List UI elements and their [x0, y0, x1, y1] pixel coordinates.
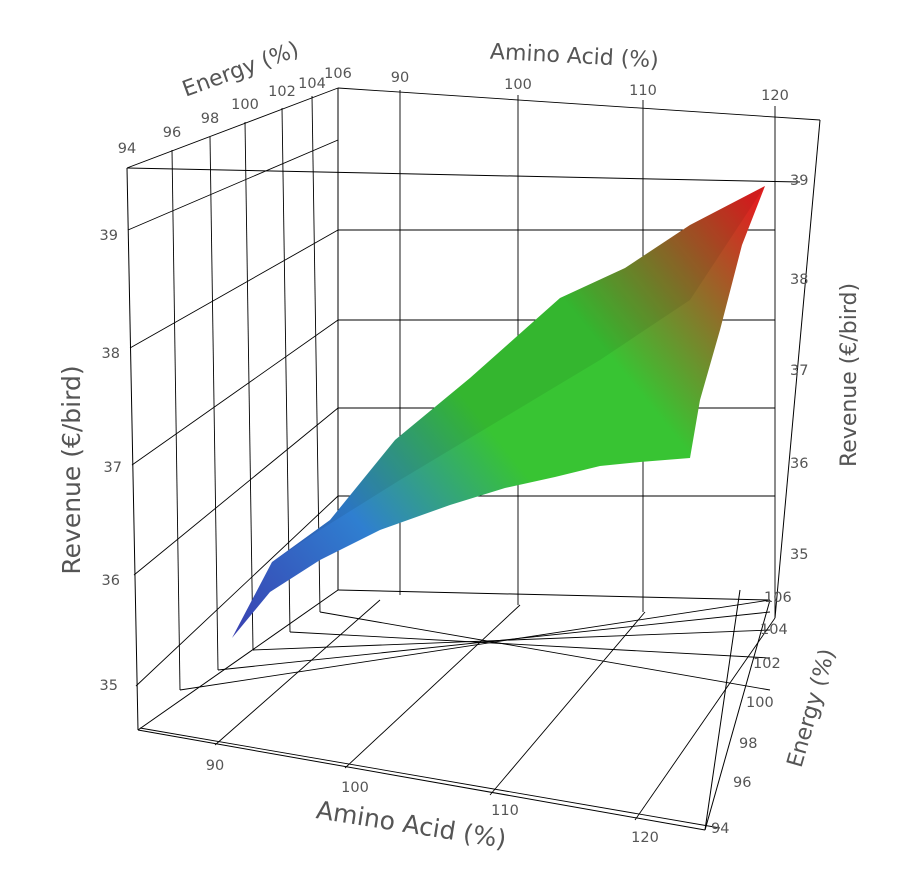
tick-labels: 35 36 37 38 39 35 36 37 38 39 90 100 110 120 90 100 110 1… [100, 66, 809, 846]
z-tick-left-0: 35 [100, 678, 118, 694]
z-tick-right-3: 38 [790, 272, 808, 288]
y-tick-right-2: 98 [739, 736, 757, 752]
x-axis-title-bottom: Amino Acid (%) [314, 795, 508, 854]
x-tick-bottom-1: 100 [341, 780, 369, 796]
z-tick-left-3: 38 [102, 346, 120, 362]
box-frame [126, 88, 821, 831]
y-tick-top-1: 96 [163, 125, 181, 141]
z-tick-left-4: 39 [100, 228, 118, 244]
y-tick-right-4: 102 [753, 656, 781, 672]
y-tick-top-2: 98 [201, 111, 219, 127]
x-tick-bottom-0: 90 [206, 758, 224, 774]
x-tick-top-0: 90 [391, 70, 409, 86]
z-axis-title-left: Revenue (€/bird) [57, 365, 86, 574]
z-tick-right-2: 37 [790, 363, 808, 379]
x-tick-top-3: 120 [761, 88, 789, 104]
y-tick-right-0: 94 [711, 821, 729, 837]
floor-grid [139, 599, 776, 829]
left-wall-grid [126, 87, 339, 691]
z-tick-left-2: 37 [104, 460, 122, 476]
z-tick-right-0: 35 [790, 547, 808, 563]
y-tick-top-0: 94 [118, 141, 136, 157]
y-tick-top-4: 102 [268, 84, 296, 100]
surface-ridge-shade [272, 186, 765, 562]
surface-plot [232, 186, 765, 638]
y-tick-top-5: 104 [298, 76, 326, 92]
x-tick-top-2: 110 [629, 83, 657, 99]
z-tick-right-1: 36 [790, 456, 808, 472]
x-axis-title-top: Amino Acid (%) [489, 40, 659, 74]
z-axis-title-right: Revenue (€/bird) [837, 283, 862, 467]
x-tick-bottom-2: 110 [491, 803, 519, 819]
y-tick-right-5: 104 [760, 622, 788, 638]
z-tick-left-1: 36 [102, 573, 120, 589]
x-tick-top-1: 100 [504, 77, 532, 93]
revenue-surface [232, 186, 765, 638]
z-tick-right-4: 39 [790, 173, 808, 189]
y-tick-right-1: 96 [733, 775, 751, 791]
x-tick-bottom-3: 120 [631, 830, 659, 846]
y-tick-top-6: 106 [324, 66, 352, 82]
y-tick-top-3: 100 [231, 97, 259, 113]
y-axis-title-right: Energy (%) [783, 646, 841, 770]
y-tick-right-3: 100 [746, 695, 774, 711]
y-tick-right-6: 106 [764, 590, 792, 606]
